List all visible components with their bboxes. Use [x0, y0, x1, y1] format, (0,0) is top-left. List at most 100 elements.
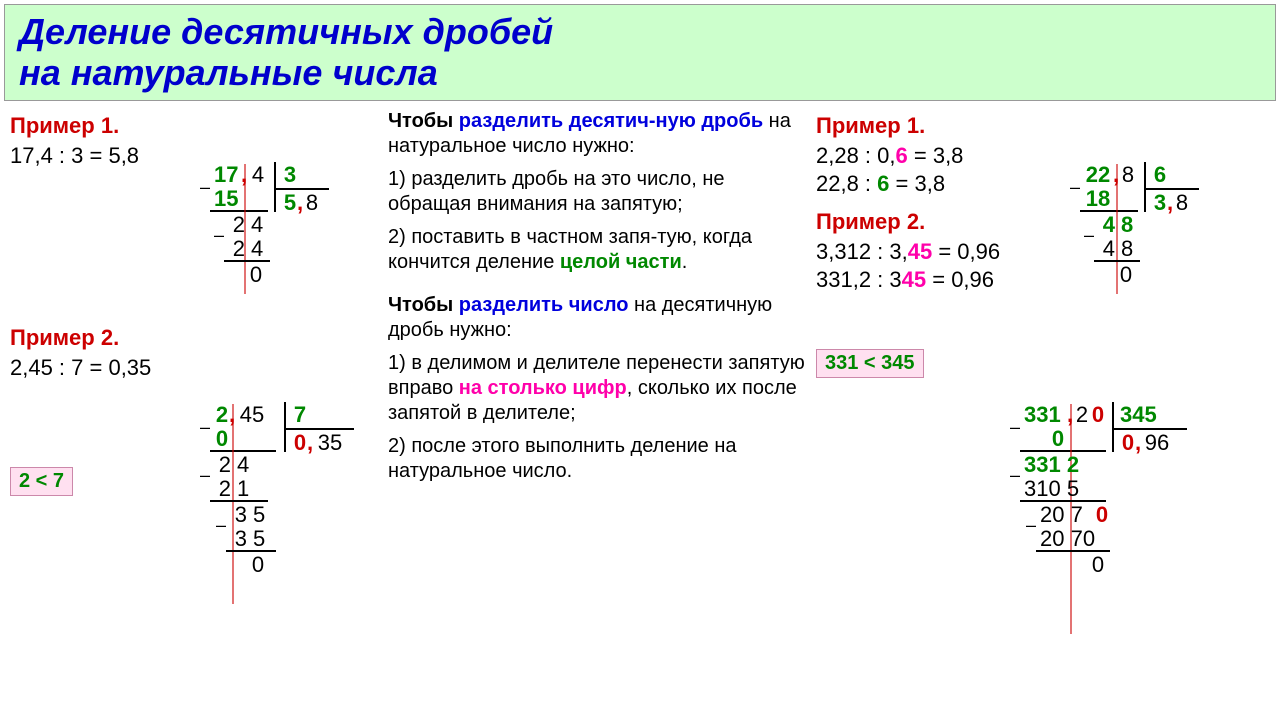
ld2-m2: –: [200, 466, 210, 484]
r2c: = 3,8: [889, 171, 945, 196]
ld2-mid2: 3 5: [230, 504, 270, 526]
r3c: = 0,96: [932, 239, 1000, 264]
ld4-dv: 345: [1120, 404, 1162, 426]
rule1-p2c: .: [682, 251, 688, 273]
rule2-p1b: на столько цифр: [459, 377, 627, 399]
ld3-df: 8: [1120, 164, 1136, 186]
ld4-s3: 20 70: [1040, 528, 1110, 550]
ld3-vb: [1144, 162, 1146, 212]
ld2-qfrac: 35: [314, 432, 346, 454]
ld1-minus1: –: [200, 178, 210, 196]
ld4-s2: 310 5: [1024, 478, 1092, 500]
ld3-s1: 18: [1084, 188, 1112, 210]
long-division-4: 331 , 2 0 345 0 , 96 – 0 331 2 – 310 5 2…: [1010, 404, 1270, 664]
rule2-lead: Чтобы: [388, 294, 459, 316]
ld3-mid: 4 8: [1098, 214, 1138, 236]
ld3-m1: –: [1070, 178, 1080, 196]
ld4-m3: –: [1026, 516, 1036, 534]
rule1-lead: Чтобы: [388, 110, 459, 132]
r2a: 22,8 :: [816, 171, 877, 196]
ld2-s3: 3 5: [230, 528, 270, 550]
ld4-vb: [1112, 402, 1114, 452]
middle-column: Чтобы разделить десятич-ную дробь на нат…: [388, 109, 808, 500]
inequality-box-2: 331 < 345: [816, 349, 924, 378]
ld2-qcomma: ,: [306, 432, 314, 454]
ld4-z: 0: [1090, 554, 1106, 576]
inequality-2-text: 331 < 345: [825, 352, 915, 374]
ld1-q-frac: 8: [304, 192, 320, 214]
ld2-m1: –: [200, 418, 210, 436]
ld1-dividend-frac: 4: [250, 164, 266, 186]
long-division-3: 22 , 8 6 3 , 8 – 18 4 8 – 4 8 0: [1070, 164, 1250, 324]
ld3-m2: –: [1084, 226, 1094, 244]
ld2-divisor: 7: [292, 404, 308, 426]
ld4-m2: –: [1010, 466, 1020, 484]
rule1-highlight: разделить десятич-ную дробь: [459, 110, 763, 132]
r3b: 45: [908, 239, 932, 264]
ld4-qf: 96: [1142, 432, 1172, 454]
example1-label: Пример 1.: [10, 113, 380, 139]
ld4-qc: ,: [1134, 432, 1142, 454]
example2-label: Пример 2.: [10, 325, 380, 351]
r4a: 331,2 : 3: [816, 267, 902, 292]
long-division-2: 2 , 45 7 0 , 35 – 0 2 4 – 2 1 3 5 – 3 5 …: [200, 404, 400, 624]
ld3-h2: [1094, 260, 1140, 262]
ld3-dv: 6: [1152, 164, 1168, 186]
ld4-mid2: 20 7: [1040, 504, 1095, 526]
r2b: 6: [877, 171, 889, 196]
ld2-s1: 0: [214, 428, 230, 450]
rule1-p2: 2) поставить в частном запя-тую, когда к…: [388, 225, 808, 275]
ld1-vbar: [274, 162, 276, 212]
long-division-1: 17 , 4 3 5 , 8 – 15 2 4 – 2 4 0: [200, 164, 370, 324]
rule2-highlight: разделить число: [459, 294, 629, 316]
ld1-hbar2: [224, 260, 270, 262]
ld4-d2: 2: [1074, 404, 1090, 426]
ld1-minus2: –: [214, 226, 224, 244]
ld2-vbar: [284, 402, 286, 452]
page-header: Деление десятичных дробей на натуральные…: [4, 4, 1276, 101]
ld4-m1: –: [1010, 418, 1020, 436]
rule2-p2: 2) после этого выполнить деление на нату…: [388, 434, 808, 484]
ld4-d3: 0: [1090, 404, 1106, 426]
ld1-zero: 0: [248, 264, 264, 286]
ld3-dint: 22: [1084, 164, 1112, 186]
ld2-zero: 0: [250, 554, 266, 576]
ld1-dividend-int: 17: [214, 164, 230, 186]
ld4-mid1: 331 2: [1024, 454, 1092, 476]
ld2-m3: –: [216, 516, 226, 534]
r-example1-label: Пример 1.: [816, 113, 1270, 139]
ld1-divisor: 3: [282, 164, 298, 186]
title-line2: на натуральные числа: [19, 52, 438, 93]
ld1-sub1: 15: [214, 188, 230, 210]
rule2-p1: 1) в делимом и делителе перенести запяту…: [388, 351, 808, 426]
rule1-p2b: целой части: [560, 251, 682, 273]
ld4-d1: 331: [1024, 404, 1066, 426]
ld3-z: 0: [1118, 264, 1134, 286]
ld2-dfrac: 45: [236, 404, 268, 426]
r1a: 2,28 : 0,: [816, 143, 896, 168]
ld2-h3: [226, 550, 276, 552]
r1b: 6: [896, 143, 908, 168]
ld4-mid2b: 0: [1094, 504, 1110, 526]
title-line1: Деление десятичных дробей: [19, 11, 553, 52]
r4c: = 0,96: [926, 267, 994, 292]
ld2-mid1: 2 4: [214, 454, 254, 476]
r4b: 45: [902, 267, 926, 292]
ld4-s1: 0: [1050, 428, 1066, 450]
inequality-1-text: 2 < 7: [19, 470, 64, 492]
ld2-s2: 2 1: [214, 478, 254, 500]
ld1-sub2: 2 4: [228, 238, 268, 260]
ld3-qf: 8: [1174, 192, 1190, 214]
inequality-box-1: 2 < 7: [10, 467, 73, 496]
rule1-p1: 1) разделить дробь на это число, не обра…: [388, 167, 808, 217]
ld1-q-comma: ,: [296, 192, 304, 214]
ld3-qc: ,: [1166, 192, 1174, 214]
rule2: Чтобы разделить число на десятичную дроб…: [388, 293, 808, 343]
ld3-s2: 4 8: [1098, 238, 1138, 260]
r1c: = 3,8: [908, 143, 964, 168]
ld1-mid: 2 4: [228, 214, 268, 236]
page-title: Деление десятичных дробей на натуральные…: [19, 11, 1261, 94]
r3a: 3,312 : 3,: [816, 239, 908, 264]
example2-equation: 2,45 : 7 = 0,35: [10, 355, 380, 381]
rule1: Чтобы разделить десятич-ную дробь на нат…: [388, 109, 808, 159]
